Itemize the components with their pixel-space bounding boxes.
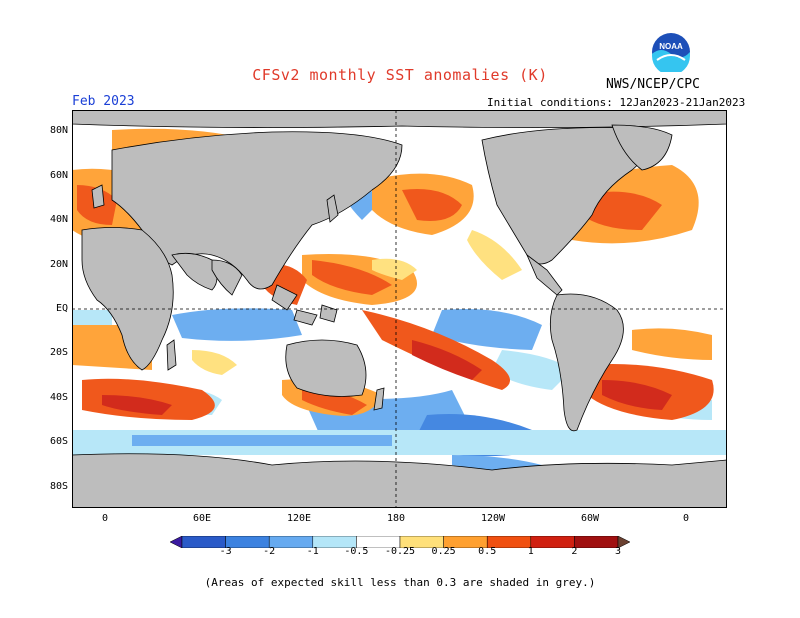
map-title: CFSv2 monthly SST anomalies (K) — [252, 66, 548, 84]
colorbar-tick-label: -3 — [219, 546, 232, 557]
skill-footnote: (Areas of expected skill less than 0.3 a… — [204, 576, 596, 589]
lon-label: 120E — [286, 513, 312, 524]
colorbar-tick-label: 0.25 — [431, 546, 456, 557]
lat-label: 80N — [49, 125, 68, 136]
colorbar-tick-label: 0.5 — [478, 546, 497, 557]
lon-label: 60W — [580, 513, 600, 524]
lat-label: EQ — [55, 303, 68, 314]
noaa-logo-icon: NOAA — [652, 33, 690, 72]
forecast-month: Feb 2023 — [72, 94, 135, 109]
colorbar-tick-label: -0.25 — [384, 546, 416, 557]
lon-label: 120W — [480, 513, 506, 524]
lat-label: 40S — [49, 392, 68, 403]
lat-label: 60S — [49, 436, 68, 447]
lat-label: 60N — [49, 170, 68, 181]
lon-label: 60E — [192, 513, 212, 524]
land-masses — [72, 110, 727, 508]
colorbar-max-arrow — [617, 536, 630, 548]
colorbar-tick-label: -0.5 — [344, 546, 369, 557]
colorbar-tick-label: -2 — [263, 546, 276, 557]
lat-label: 20N — [49, 259, 68, 270]
agency-label: NWS/NCEP/CPC — [606, 77, 700, 92]
colorbar-tick-label: -1 — [306, 546, 319, 557]
lat-label: 40N — [49, 214, 68, 225]
colorbar-labels: -3 -2 -1 -0.5 -0.25 0.25 0.5 1 2 3 — [0, 546, 800, 560]
lon-label: 180 — [386, 513, 406, 524]
colorbar-tick-label: 3 — [614, 546, 622, 557]
sst-anomaly-map — [72, 110, 727, 508]
colorbar-tick-label: 1 — [527, 546, 534, 557]
lon-label: 0 — [101, 513, 109, 524]
svg-text:NOAA: NOAA — [659, 42, 683, 51]
lon-label: 0 — [682, 513, 690, 524]
colorbar — [170, 536, 630, 548]
map-frame — [72, 110, 727, 508]
initial-conditions: Initial conditions: 12Jan2023-21Jan2023 — [487, 96, 746, 109]
lat-label: 20S — [49, 347, 68, 358]
colorbar-tick-label: 2 — [571, 546, 578, 557]
lat-label: 80S — [49, 481, 68, 492]
